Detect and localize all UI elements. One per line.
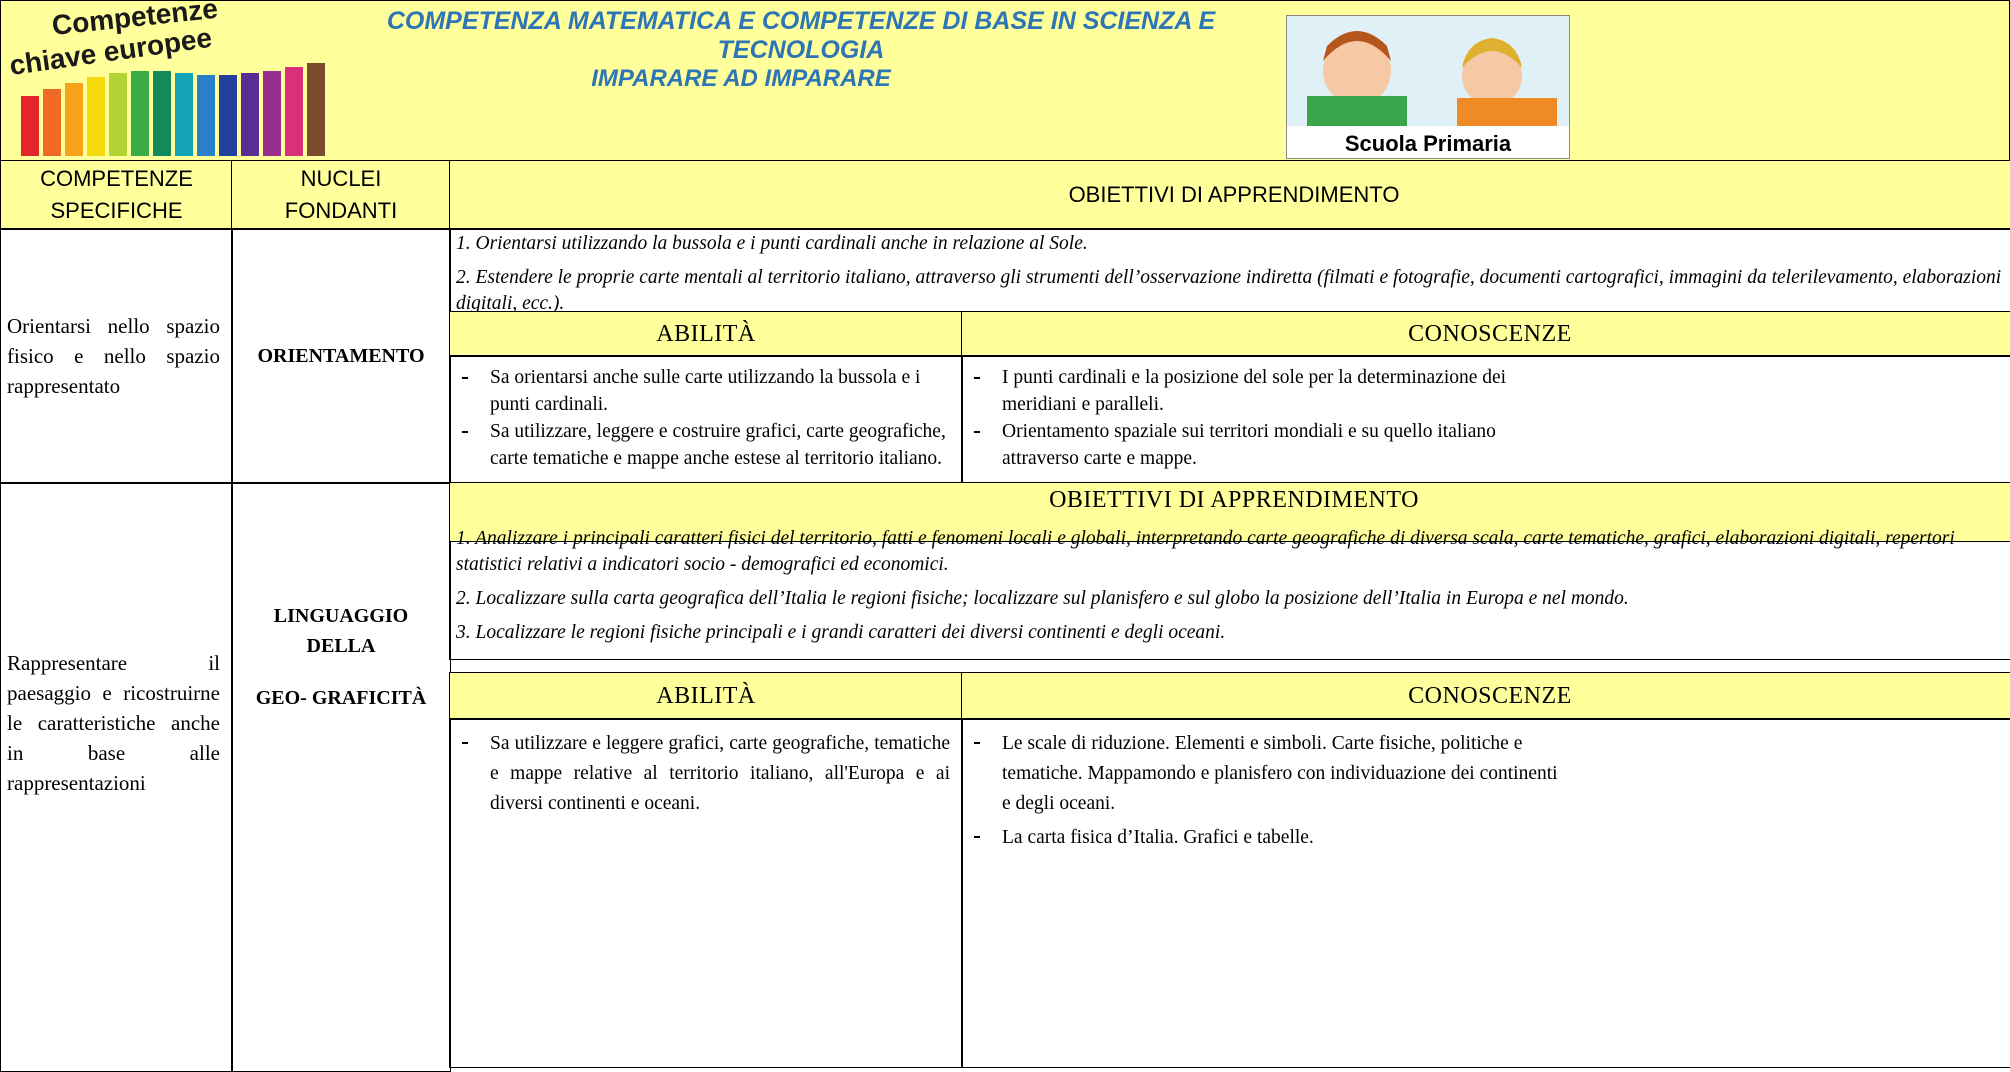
list-text: Sa orientarsi anche sulle carte utilizza… [490, 367, 921, 415]
logo: Competenze chiave europee [8, 1, 325, 156]
list-text: Sa utilizzare, leggere e costruire grafi… [490, 421, 946, 469]
conoscenze-list: I punti cardinali e la posizione del sol… [961, 355, 2010, 484]
list-text: La carta fisica d’Italia. Grafici e tabe… [1002, 827, 1314, 848]
list-item: Sa orientarsi anche sulle carte utilizza… [460, 364, 950, 418]
bullet-mark [974, 742, 980, 744]
list-item: Sa utilizzare e leggere grafici, carte g… [460, 729, 950, 819]
obiettivo: 2. Localizzare sulla carta geografica de… [456, 588, 1629, 609]
conoscenze-header: CONOSCENZE [961, 672, 2010, 720]
list-text: Le scale di riduzione. Elementi e simbol… [1002, 733, 1558, 814]
bullet-mark [462, 377, 468, 379]
list-item: La carta fisica d’Italia. Grafici e tabe… [972, 823, 1563, 853]
bullet [460, 729, 490, 819]
badge: Scuola Primaria [1286, 15, 1570, 159]
abilita-header: ABILITÀ [449, 311, 963, 357]
abilita-list: Sa utilizzare e leggere grafici, carte g… [449, 718, 963, 1068]
abilita-list: Sa orientarsi anche sulle carte utilizza… [449, 355, 963, 484]
competenza: Orientarsi nello spazio fisico e nello s… [0, 228, 233, 484]
bullet [972, 364, 1002, 418]
bullet [460, 364, 490, 418]
bullet [972, 418, 1002, 472]
bullet-mark [462, 742, 468, 744]
nucleo: ORIENTAMENTO [231, 228, 451, 484]
obiettivo: 3. Localizzare le regioni fisiche princi… [456, 622, 1226, 643]
bullet [460, 418, 490, 472]
bullet-mark [974, 836, 980, 838]
competenza-text: Orientarsi nello spazio fisico e nello s… [7, 314, 220, 398]
nucleo-line: GEO- GRAFICITÀ [255, 687, 427, 709]
badge-illustration [1287, 16, 1569, 126]
column-header: NUCLEI FONDANTI [231, 160, 451, 230]
column-header: OBIETTIVI DI APPRENDIMENTO [449, 160, 2010, 230]
obiettivi-title: OBIETTIVI DI APPRENDIMENTO [449, 482, 2010, 542]
competenza: Rappresentare il paesaggio e ricostruirn… [0, 482, 233, 1072]
list-text: Orientamento spaziale sui territori mond… [1002, 421, 1496, 469]
nucleo-line: DELLA [306, 635, 376, 657]
abilita-header: ABILITÀ [449, 672, 963, 720]
bullet [972, 729, 1002, 819]
list-item: Orientamento spaziale sui territori mond… [972, 418, 1558, 472]
list-text: Sa utilizzare e leggere grafici, carte g… [490, 733, 950, 814]
title: COMPETENZA MATEMATICA E COMPETENZE DI BA… [386, 7, 1216, 64]
badge-label: Scuola Primaria [1344, 131, 1512, 156]
conoscenze-header: CONOSCENZE [961, 311, 2010, 357]
obiettivi: 1. Analizzare i principali caratteri fis… [449, 526, 2010, 660]
column-header: COMPETENZE SPECIFICHE [0, 160, 233, 230]
subtitle: IMPARARE AD IMPARARE [591, 65, 891, 92]
nucleo: LINGUAGGIO DELLA GEO- GRAFICITÀ [231, 482, 451, 1072]
obiettivi: 1. Orientarsi utilizzando la bussola e i… [449, 228, 2010, 313]
bullet-mark [462, 431, 468, 433]
bullet-mark [974, 377, 980, 379]
list-item: Le scale di riduzione. Elementi e simbol… [972, 729, 1563, 819]
nucleo-line: ORIENTAMENTO [257, 345, 425, 367]
bullet-mark [974, 431, 980, 433]
list-text: I punti cardinali e la posizione del sol… [1002, 367, 1507, 415]
nucleo-line: LINGUAGGIO [273, 605, 409, 627]
list-item: Sa utilizzare, leggere e costruire grafi… [460, 418, 950, 472]
bullet [972, 823, 1002, 853]
obiettivo: 2. Estendere le proprie carte mentali al… [456, 267, 2002, 313]
competenza-text: Rappresentare il paesaggio e ricostruirn… [7, 651, 220, 795]
list-item: I punti cardinali e la posizione del sol… [972, 364, 1558, 418]
obiettivo: 1. Orientarsi utilizzando la bussola e i… [456, 233, 1088, 254]
header: Competenze chiave europee COMPETENZA MAT… [0, 0, 2010, 162]
obiettivo: 1. Analizzare i principali caratteri fis… [456, 528, 1955, 575]
conoscenze-list: Le scale di riduzione. Elementi e simbol… [961, 718, 2010, 1068]
pencils [21, 63, 325, 156]
